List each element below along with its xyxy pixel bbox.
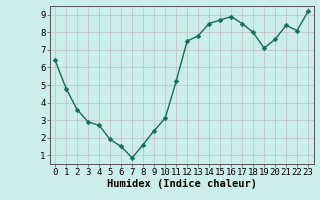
X-axis label: Humidex (Indice chaleur): Humidex (Indice chaleur) (107, 179, 257, 189)
